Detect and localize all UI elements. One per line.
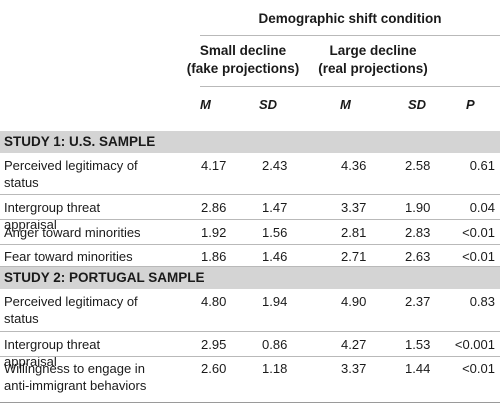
- cell-sd-large: 2.58: [405, 158, 431, 173]
- cell-m-large: 4.90: [341, 294, 367, 309]
- row-label: Intergroup threat appraisal: [4, 200, 101, 232]
- cell-m-small: 1.92: [201, 225, 227, 240]
- cell-m-large: 3.37: [341, 361, 367, 376]
- row-divider: [0, 244, 500, 245]
- header-divider: [200, 35, 500, 36]
- col-m-small: M: [200, 97, 211, 112]
- cell-sd-large: 1.90: [405, 200, 431, 215]
- row-label: Intergroup threat appraisal: [4, 337, 101, 369]
- cell-m-large: 3.37: [341, 200, 367, 215]
- cell-sd-small: 1.94: [262, 294, 288, 309]
- group-small-decline-line2: (fake projections): [186, 61, 300, 76]
- row-divider: [0, 219, 500, 220]
- cell-sd-large: 2.63: [405, 249, 431, 264]
- cell-sd-small: 1.18: [262, 361, 288, 376]
- cell-p: 0.61: [469, 158, 495, 173]
- row-label: Perceived legitimacy of status: [4, 294, 138, 326]
- cell-sd-large: 2.37: [405, 294, 431, 309]
- table-bottom-rule: [0, 402, 500, 403]
- cell-sd-small: 1.46: [262, 249, 288, 264]
- row-divider: [0, 356, 500, 357]
- cell-m-large: 2.81: [341, 225, 367, 240]
- row-label: Willingness to engage in anti-immigrant …: [4, 361, 147, 393]
- cell-sd-large: 1.44: [405, 361, 431, 376]
- cell-m-small: 2.86: [201, 200, 227, 215]
- subheader-divider: [200, 86, 500, 87]
- cell-m-small: 4.80: [201, 294, 227, 309]
- cell-m-large: 4.27: [341, 337, 367, 352]
- col-p: P: [466, 97, 475, 112]
- cell-p: <0.01: [462, 249, 495, 264]
- cell-sd-large: 1.53: [405, 337, 431, 352]
- row-divider: [0, 194, 500, 195]
- row-divider: [0, 331, 500, 332]
- cell-p: <0.01: [462, 225, 495, 240]
- group-large-decline-line1: Large decline: [329, 43, 417, 58]
- cell-m-small: 2.95: [201, 337, 227, 352]
- group-small-decline-line1: Small decline: [199, 43, 287, 58]
- row-label: Anger toward minorities: [4, 225, 141, 240]
- group-large-decline-line2: (real projections): [318, 61, 428, 76]
- row-label: Perceived legitimacy of status: [4, 158, 138, 190]
- section-study2: STUDY 2: PORTUGAL SAMPLE: [0, 267, 500, 289]
- condition-header: Demographic shift condition: [258, 11, 442, 26]
- cell-p: 0.83: [469, 294, 495, 309]
- group-small-decline: Small decline (fake projections): [176, 42, 310, 78]
- cell-m-small: 2.60: [201, 361, 227, 376]
- col-sd-large: SD: [408, 97, 427, 112]
- col-m-large: M: [340, 97, 351, 112]
- cell-sd-small: 1.47: [262, 200, 288, 215]
- row-divider: [0, 266, 500, 267]
- cell-m-small: 1.86: [201, 249, 227, 264]
- cell-m-small: 4.17: [201, 158, 227, 173]
- group-large-decline: Large decline (real projections): [306, 42, 440, 78]
- section-study1: STUDY 1: U.S. SAMPLE: [0, 131, 500, 153]
- row-label: Fear toward minorities: [4, 249, 133, 264]
- cell-sd-small: 2.43: [262, 158, 288, 173]
- cell-sd-small: 1.56: [262, 225, 288, 240]
- cell-p: <0.001: [454, 337, 495, 352]
- cell-p: 0.04: [469, 200, 495, 215]
- cell-sd-small: 0.86: [262, 337, 288, 352]
- cell-m-large: 4.36: [341, 158, 367, 173]
- col-sd-small: SD: [259, 97, 278, 112]
- cell-sd-large: 2.83: [405, 225, 431, 240]
- cell-p: <0.01: [462, 361, 495, 376]
- cell-m-large: 2.71: [341, 249, 367, 264]
